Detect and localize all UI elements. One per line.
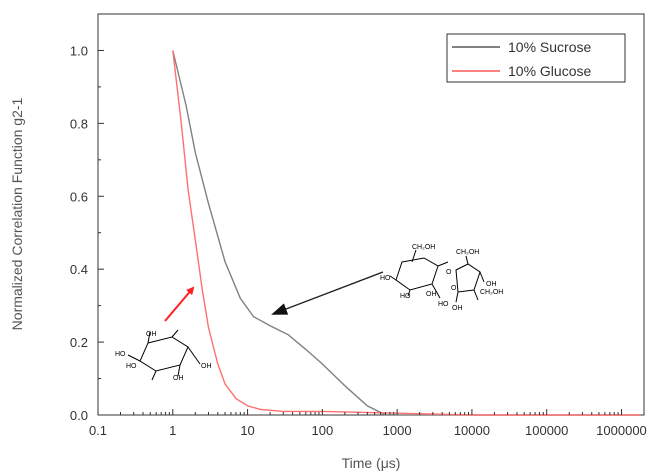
sucrose-label-3: O [446, 269, 452, 276]
sucrose-structure-icon [389, 249, 485, 303]
x-tick-label: 100 [312, 423, 334, 438]
x-axis: 0.1 1 10 100 1000 10000 100000 1000000 [89, 409, 647, 438]
sucrose-annotation-arrow [271, 271, 384, 315]
y-tick-label: 0.4 [70, 262, 88, 277]
y-tick-label: 0.6 [70, 189, 88, 204]
x-tick-label: 1000 [383, 423, 412, 438]
sucrose-label-9: HO [438, 301, 449, 308]
legend: 10% Sucrose 10% Glucose [446, 33, 626, 83]
y-tick-label: 0.2 [70, 335, 88, 350]
plot-frame [97, 13, 645, 416]
sucrose-label-7: O [451, 285, 457, 292]
glucose-structure-icon [127, 329, 201, 381]
x-axis-title: Time (μs) [342, 455, 401, 471]
series-line-0 [172, 50, 641, 416]
sucrose-label-1: CH₂OH [412, 244, 435, 251]
sucrose-label-4: HO [380, 275, 391, 282]
y-axis: 0.0 0.2 0.4 0.6 0.8 1.0 [70, 43, 104, 423]
legend-box [446, 33, 626, 83]
legend-label-glucose: 10% Glucose [508, 63, 591, 79]
x-tick-label: 10 [240, 423, 254, 438]
y-axis-title: Normalized Correlation Function g2-1 [9, 97, 25, 330]
x-tick-label: 0.1 [89, 423, 107, 438]
glucose-annotation-arrow [164, 286, 195, 322]
x-tick-label: 100000 [525, 423, 568, 438]
x-tick-label: 1 [169, 423, 176, 438]
glucose-label-1: OH [146, 331, 157, 338]
series-layer [172, 50, 641, 416]
glucose-label-4: OH [173, 375, 184, 382]
x-tick-label: 10000 [454, 423, 490, 438]
series-line-1 [172, 50, 641, 416]
sucrose-label-5: HO [400, 293, 411, 300]
glucose-label-2: HO [115, 351, 126, 358]
y-tick-label: 0.8 [70, 116, 88, 131]
sucrose-label-6: OH [426, 291, 437, 298]
y-tick-label: 0.0 [70, 408, 88, 423]
glucose-label-5: OH [201, 363, 212, 370]
x-tick-label: 1000000 [596, 423, 647, 438]
y-tick-label: 1.0 [70, 43, 88, 58]
sucrose-label-10: CH₂OH [480, 289, 503, 296]
glucose-label-3: HO [126, 363, 137, 370]
sucrose-label-2: CH₂OH [456, 249, 479, 256]
legend-label-sucrose: 10% Sucrose [508, 39, 591, 55]
sucrose-label-8: OH [486, 281, 497, 288]
sucrose-label-11: OH [452, 305, 463, 312]
